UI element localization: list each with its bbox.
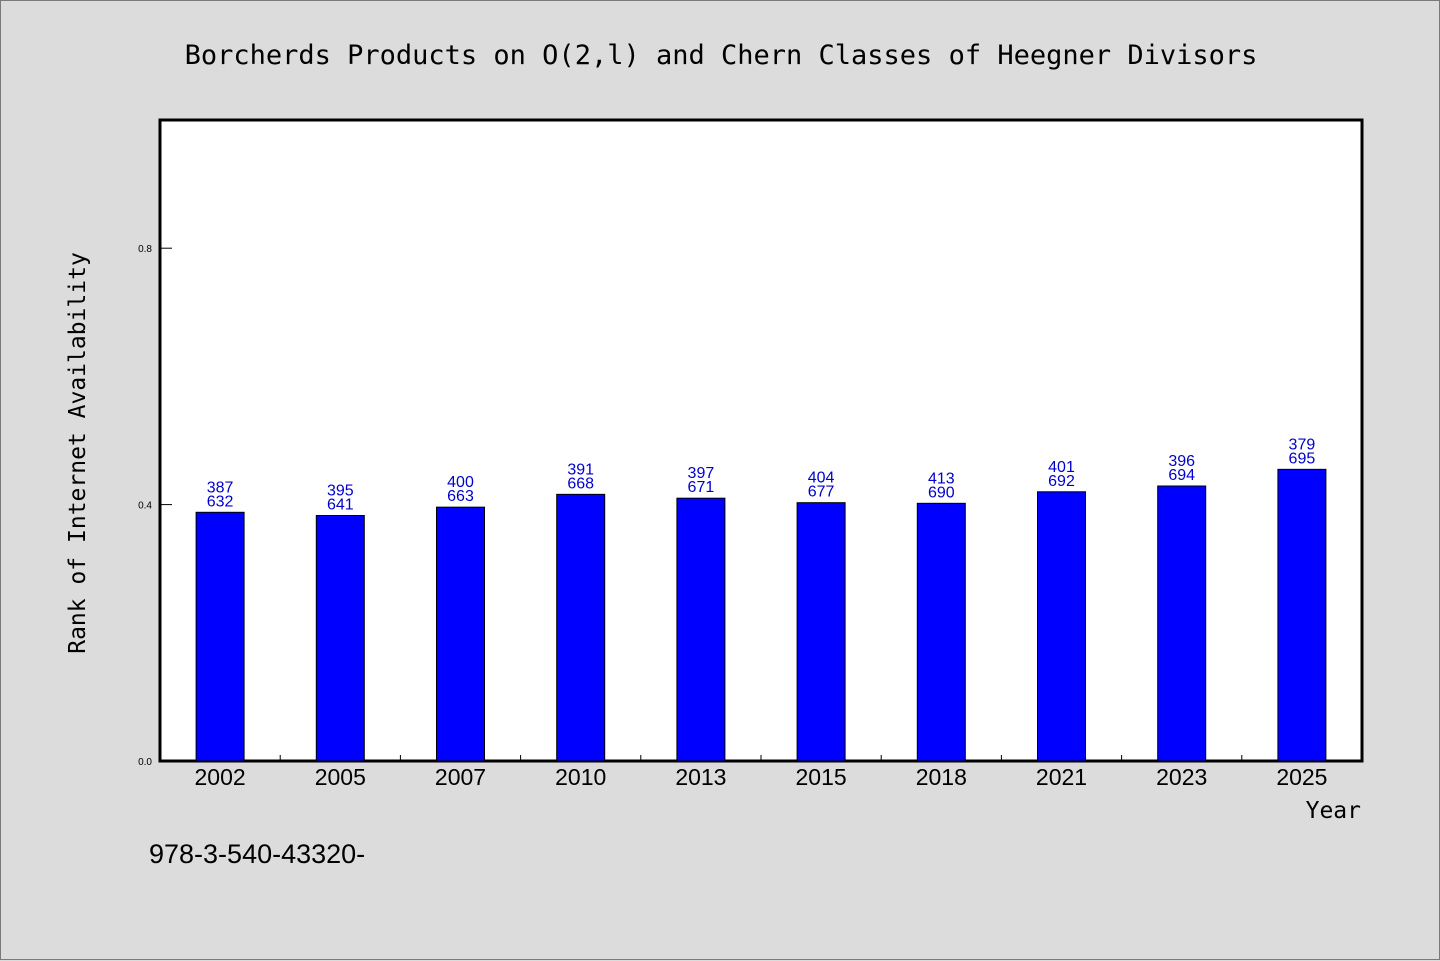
data-label-bottom-2013: 671	[688, 479, 715, 496]
x-tick-label-2002: 2002	[195, 764, 246, 790]
bar-2015	[796, 502, 846, 762]
x-tick-label-2021: 2021	[1036, 764, 1087, 790]
x-axis-label: Year	[1306, 798, 1361, 824]
x-tick-label-2018: 2018	[916, 764, 967, 790]
data-label-top-2005: 395	[327, 482, 354, 499]
data-label-bottom-2018: 690	[928, 484, 955, 501]
data-label-top-2010: 391	[567, 461, 594, 478]
chart-title: Borcherds Products on O(2,l) and Chern C…	[185, 40, 1258, 71]
y-axis: 0.0 0.4 0.8	[138, 244, 172, 768]
data-label-top-2021: 401	[1048, 459, 1075, 476]
data-label-bottom-2010: 668	[567, 475, 594, 492]
data-label-bottom-2002: 632	[207, 493, 234, 510]
bar-2007	[436, 506, 485, 762]
data-label-bottom-2015: 677	[808, 484, 835, 501]
bars-layer	[195, 468, 1327, 762]
y-tick-label: 0.8	[138, 244, 152, 255]
footer-isbn-text: 978-3-540-43320-	[149, 839, 365, 869]
bar-2010	[556, 493, 606, 762]
data-label-top-2013: 397	[688, 465, 715, 482]
x-tick-label-2010: 2010	[555, 764, 606, 790]
y-tick-label: 0.0	[138, 757, 152, 768]
data-label-bottom-2025: 695	[1289, 450, 1316, 467]
x-tick-label-2023: 2023	[1156, 764, 1207, 790]
data-label-top-2015: 404	[808, 470, 835, 487]
bar-2005	[315, 514, 365, 762]
x-axis: 2002 2005 2007 2010 2013 2015 2018 2021 2023 2025	[195, 755, 1327, 790]
y-axis-label: Rank of Internet Availability	[65, 252, 91, 654]
data-label-top-2002: 387	[207, 479, 234, 496]
x-tick-label-2015: 2015	[796, 764, 847, 790]
data-label-bottom-2007: 663	[447, 488, 474, 505]
data-labels-layer: 3876323956414006633916683976714046774136…	[207, 436, 1316, 513]
data-label-bottom-2023: 694	[1168, 467, 1195, 484]
x-tick-label-2025: 2025	[1276, 764, 1327, 790]
data-label-top-2025: 379	[1289, 436, 1316, 453]
data-label-top-2018: 413	[928, 470, 955, 487]
x-tick-label-2007: 2007	[435, 764, 486, 790]
bar-2013	[676, 497, 726, 762]
y-tick-label: 0.4	[138, 501, 152, 512]
bar-2021	[1037, 491, 1086, 762]
bar-2025	[1277, 468, 1327, 762]
data-label-top-2023: 396	[1168, 453, 1195, 470]
bar-2023	[1157, 485, 1207, 762]
x-tick-label-2005: 2005	[315, 764, 366, 790]
bar-2002	[195, 511, 245, 762]
x-tick-label-2013: 2013	[675, 764, 726, 790]
data-label-bottom-2021: 692	[1048, 473, 1075, 490]
data-label-bottom-2005: 641	[327, 496, 354, 513]
data-label-top-2007: 400	[447, 474, 474, 491]
bar-2018	[916, 502, 966, 762]
